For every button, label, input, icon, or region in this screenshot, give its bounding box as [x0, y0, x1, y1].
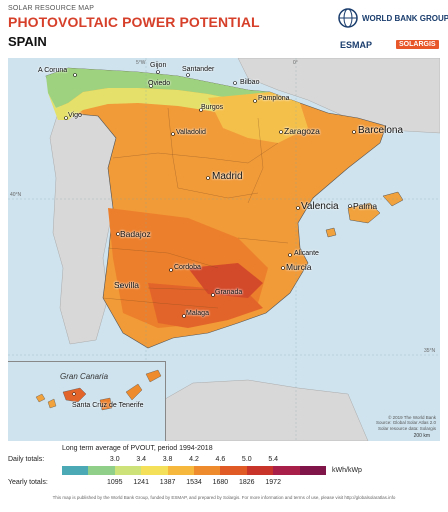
legend-swatch [62, 466, 89, 475]
legend-swatch [220, 466, 247, 475]
city-valladolid: Valladolid [176, 129, 206, 136]
solargis-logo: SOLARGIS [396, 40, 439, 49]
legend-swatch [246, 466, 274, 475]
city-vigo: Vigo [68, 112, 82, 119]
inset-gran-canaria-label: Gran Canaria [60, 372, 109, 381]
graticule-35n: 35°N [424, 348, 436, 354]
city-badajoz: Badajoz [120, 229, 151, 239]
country-name: SPAIN [8, 34, 47, 49]
city-zaragoza: Zaragoza [284, 126, 320, 136]
legend-daily-tick: 5.0 [241, 456, 252, 463]
city-a-coruna: A Coruna [38, 67, 68, 74]
city-burgos: Burgos [201, 104, 224, 111]
legend-daily-tick: 3.4 [136, 456, 147, 463]
legend-yearly-tick: 1534 [186, 479, 202, 486]
globe-icon [338, 8, 358, 28]
legend-title: Long term average of PVOUT, period 1994-… [62, 445, 213, 452]
city-madrid: Madrid [212, 171, 243, 182]
city-malaga: Malaga [186, 310, 209, 317]
graticule-40n: 40°N [10, 192, 22, 198]
credit-line-3: Solar resource data: Solargis [377, 425, 436, 431]
map-header: SOLAR RESOURCE MAP PHOTOVOLTAIC POWER PO… [0, 0, 448, 60]
legend-swatch [114, 466, 142, 475]
world-bank-logo: WORLD BANK GROUP [338, 8, 448, 32]
world-bank-text: WORLD BANK GROUP [362, 14, 448, 23]
legend-swatch [141, 466, 168, 475]
legend-daily-tick: 5.4 [268, 456, 279, 463]
credit-line-1: © 2019 The World Bank [388, 414, 436, 420]
legend-swatch [167, 466, 195, 475]
legend-yearly-tick: 1095 [107, 479, 123, 486]
city-pamplona: Pamplona [258, 95, 290, 102]
city-murcia: Murcia [286, 262, 312, 272]
legend-yearly-tick: 1826 [239, 479, 255, 486]
map-kicker: SOLAR RESOURCE MAP [8, 5, 95, 12]
legend-swatch [273, 466, 300, 475]
legend-daily-tick: 4.6 [215, 456, 226, 463]
city-santander: Santander [182, 66, 215, 73]
city-gijon: Gijon [150, 62, 167, 69]
map-title: PHOTOVOLTAIC POWER POTENTIAL [8, 14, 260, 30]
map-area: A Coruna Gijon Oviedo Santander Bilbao V… [8, 58, 440, 441]
legend-yearly-tick: 1387 [159, 479, 176, 486]
legend: Long term average of PVOUT, period 1994-… [0, 444, 448, 494]
graticule-5w: 5°W [136, 60, 146, 66]
legend-daily-label: Daily totals: [8, 456, 45, 463]
legend-daily-tick: 3.8 [162, 456, 173, 463]
city-cordoba: Cordoba [174, 264, 201, 271]
esmap-logo: ESMAP [340, 40, 373, 50]
legend-yearly-tick: 1972 [265, 479, 281, 486]
legend-swatch [194, 466, 221, 475]
graticule-0: 0° [293, 60, 298, 66]
credit-line-2: Source: Global Solar Atlas 2.0 [375, 420, 436, 425]
legend-swatch [299, 466, 327, 475]
map-canvas [8, 58, 440, 441]
map-credit: © 2019 The World Bank Source: Global Sol… [376, 415, 436, 432]
legend-unit: kWh/kWp [332, 467, 362, 474]
city-bilbao: Bilbao [240, 79, 260, 86]
legend-daily-tick: 4.2 [189, 456, 199, 463]
canary-islands-canvas [35, 369, 162, 411]
city-oviedo: Oviedo [148, 80, 171, 87]
city-palma: Palma [353, 201, 378, 211]
legend-yearly-label: Yearly totals: [8, 479, 48, 486]
legend-swatch [88, 466, 115, 475]
legend-yearly-tick: 1680 [212, 479, 229, 486]
legend-daily-tick: 3.0 [109, 456, 120, 463]
canary-islands-inset: Gran Canaria Santa Cruz de Tenerife [8, 361, 166, 441]
city-barcelona: Barcelona [358, 125, 404, 136]
city-santa-cruz-de-tenerife: Santa Cruz de Tenerife [72, 402, 144, 409]
city-valencia: Valencia [301, 201, 339, 212]
legend-yearly-tick: 1241 [133, 479, 149, 486]
city-sevilla: Sevilla [114, 280, 140, 290]
scale-bar: 200 km [413, 433, 430, 439]
city-alicante: Alicante [294, 250, 319, 257]
legend-color-bar [62, 466, 327, 475]
footer-note: This map is published by the World Bank … [52, 495, 396, 500]
city-granada: Granada [215, 289, 243, 296]
